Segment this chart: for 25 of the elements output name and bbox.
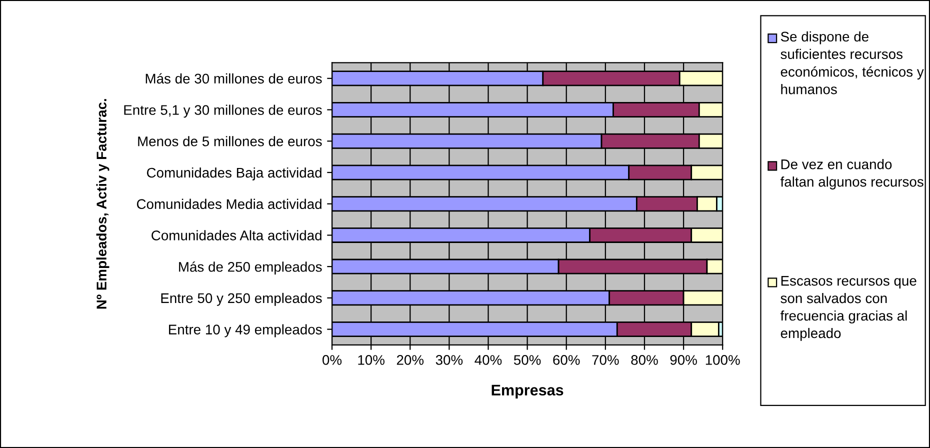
x-tick-label: 10% <box>358 355 384 365</box>
y-tick-label: Menos de 5 millones de euros <box>138 136 322 146</box>
x-tick-label: 60% <box>553 355 580 365</box>
x-tick-label: 30% <box>436 355 463 365</box>
x-tick-label: 50% <box>514 355 541 365</box>
y-tick-label: Más de 250 empleados <box>179 261 322 275</box>
x-tick-label: 40% <box>474 355 502 365</box>
y-tick-label: Comunidades Media actividad <box>136 198 322 210</box>
legend-label: Se dispone de suficientes recursos económicos, técnicos y humanos <box>780 31 924 94</box>
x-tick-label: 20% <box>396 355 424 365</box>
y-tick-label: Más de 30 millones de euros <box>146 73 322 84</box>
y-tick-label: Entre 5,1 y 30 millones de euros <box>124 104 322 118</box>
x-axis-title: Empresas <box>492 384 564 399</box>
legend-label: De vez en cuando faltan algunos recursos <box>780 159 924 190</box>
x-tick-label: 70% <box>592 355 619 365</box>
x-tick-label: 80% <box>631 355 658 365</box>
x-tick-label: 90% <box>670 355 697 365</box>
y-tick-label: Entre 50 y 250 empleados <box>161 292 322 306</box>
y-tick-label: Entre 10 y 49 empleados <box>169 324 322 338</box>
x-tick-label: 100% <box>706 355 740 365</box>
legend-label: Escasos recursos que son salvados con frecuencia gracias al empleado <box>780 276 916 341</box>
y-tick-label: Comunidades Baja actividad <box>146 167 322 180</box>
x-tick-label: 0% <box>322 355 342 365</box>
y-axis-title: Nº Empleados, Activ y Facturac. <box>96 99 110 309</box>
y-tick-label: Comunidades Alta actividad <box>152 230 322 240</box>
